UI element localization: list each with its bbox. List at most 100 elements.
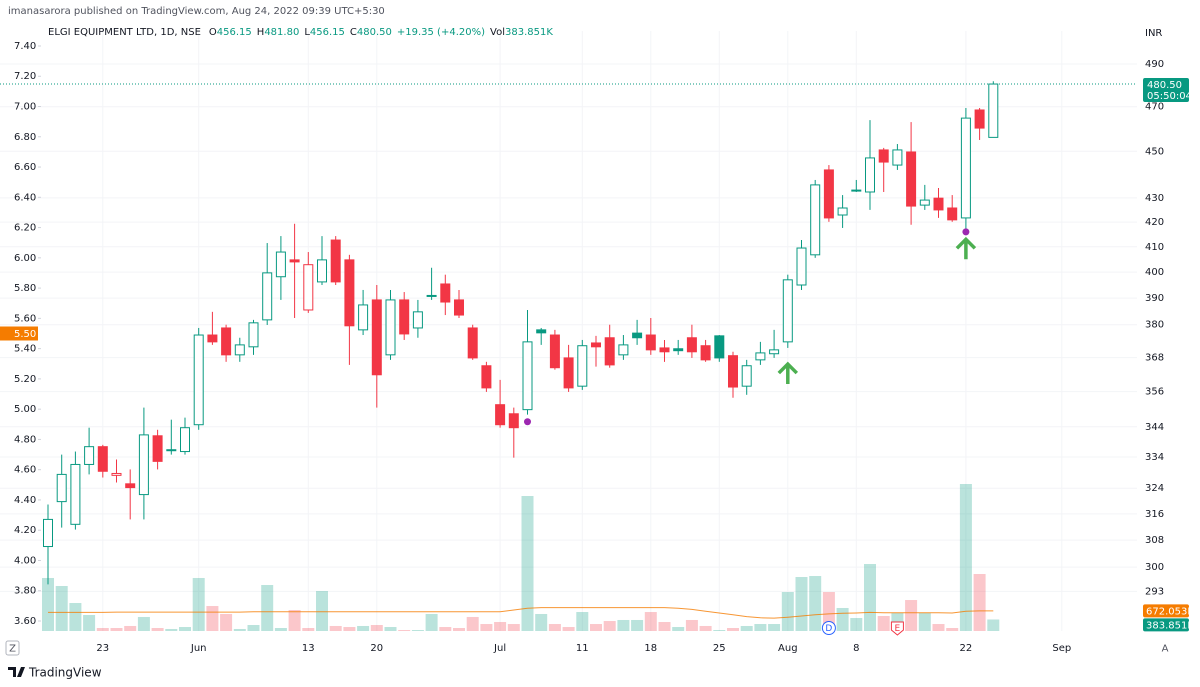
volume-bar (507, 624, 520, 631)
candle-body (70, 463, 81, 525)
candle-body (686, 337, 697, 353)
volume-bar (548, 624, 561, 631)
signal-arrow (955, 236, 977, 260)
y2-marker-badge (0, 326, 38, 341)
y-tick-label: 470 (1145, 102, 1164, 113)
volume-bar (644, 612, 657, 631)
volume-bar (233, 628, 246, 631)
y-tick-label: 308 (1145, 535, 1164, 546)
candle-body (782, 279, 793, 343)
y2-tick-label: 4.60 (14, 465, 36, 476)
volume-bar (521, 496, 534, 631)
y-tick-label: 450 (1145, 146, 1164, 157)
volume-bar (466, 616, 479, 631)
candle-body (166, 449, 177, 452)
volume-bar (740, 625, 753, 631)
volume-bar (384, 627, 397, 631)
volume-bar (754, 624, 767, 631)
candle-body (796, 247, 807, 286)
candle-body (426, 294, 437, 297)
legend-text: +19.35 (+4.20%) (397, 27, 485, 38)
candle-body (604, 337, 615, 366)
candle-body (714, 335, 725, 359)
y-tick-label: 430 (1145, 193, 1164, 204)
candle-body (755, 352, 766, 361)
last-price-badge (1143, 78, 1189, 103)
y-tick-label: 344 (1145, 422, 1164, 433)
volume-bar (672, 627, 685, 631)
x-tick-label: Aug (778, 643, 798, 654)
volume-bar (727, 628, 739, 631)
volume-bar (439, 627, 452, 631)
countdown: 05:50:04 (1147, 91, 1192, 102)
candle-body (947, 207, 958, 221)
volume-bar (247, 625, 260, 631)
x-tick-label: 23 (96, 643, 109, 654)
candle-body (207, 334, 218, 343)
candle-body (865, 157, 875, 193)
y-tick-label: 490 (1145, 59, 1164, 70)
candle-body (385, 299, 396, 356)
legend-text: 456.15 (217, 27, 252, 38)
x-tick-label: 13 (302, 643, 315, 654)
candle-body (467, 327, 478, 359)
scale-button[interactable]: Z (9, 644, 16, 655)
volume-bar (603, 621, 616, 631)
y-tick-label: 410 (1145, 242, 1164, 253)
y2-tick-label: 4.00 (14, 555, 36, 566)
legend-text: C (350, 27, 357, 38)
volume-bar (850, 618, 863, 631)
volume-bar (946, 628, 959, 631)
y-tick-label: 316 (1145, 509, 1164, 520)
volume-bar (425, 613, 438, 631)
volume-bar (192, 577, 205, 631)
x-tick-label: Jun (190, 643, 207, 654)
volume-bar (864, 564, 876, 631)
event-label[interactable]: E (895, 624, 901, 634)
volume-bar (261, 585, 274, 631)
volume-bar (398, 630, 411, 631)
candle-body (234, 344, 245, 356)
candle-body (84, 446, 95, 465)
y2-tick-label: 7.00 (14, 102, 36, 113)
candle-body (289, 259, 300, 263)
volume-bar (124, 625, 137, 631)
logo-icon (8, 667, 25, 677)
signal-arrow (777, 361, 799, 385)
y2-tick-label: 7.40 (14, 41, 36, 52)
volume-bar (151, 628, 164, 631)
candle-body (303, 264, 314, 311)
y-tick-label: 420 (1145, 217, 1164, 228)
y2-tick-label: 5.40 (14, 344, 36, 355)
candle-body (769, 349, 780, 355)
y-tick-label: 356 (1145, 387, 1164, 398)
x-tick-label: 8 (853, 643, 859, 654)
candle-body (481, 365, 492, 389)
x-tick-label: Jul (493, 643, 506, 654)
event-label[interactable]: D (825, 624, 832, 634)
volume-bar (685, 619, 698, 631)
volume-bar (631, 619, 644, 631)
candle-body (728, 355, 738, 388)
candle-body (454, 299, 464, 316)
volume-bar (905, 600, 918, 631)
candle-body (399, 299, 410, 335)
y2-tick-label: 6.80 (14, 132, 36, 143)
volume-bar (137, 616, 150, 631)
y2-tick-label: 5.80 (14, 283, 36, 294)
candle-body (508, 413, 519, 429)
y2-tick-label: 4.20 (14, 525, 36, 536)
scale-button[interactable]: A (1162, 644, 1169, 655)
candle-body (974, 109, 985, 129)
candle-body (741, 365, 752, 387)
candle-body (645, 334, 656, 351)
legend-text: 456.15 (310, 27, 345, 38)
y2-tick-label: 6.40 (14, 192, 36, 203)
volume-bar (918, 613, 931, 631)
event-icon (890, 621, 904, 636)
volume-bar (302, 628, 315, 631)
candle-body (317, 259, 327, 283)
candle-body (851, 189, 862, 192)
volume-badge (1143, 618, 1189, 632)
